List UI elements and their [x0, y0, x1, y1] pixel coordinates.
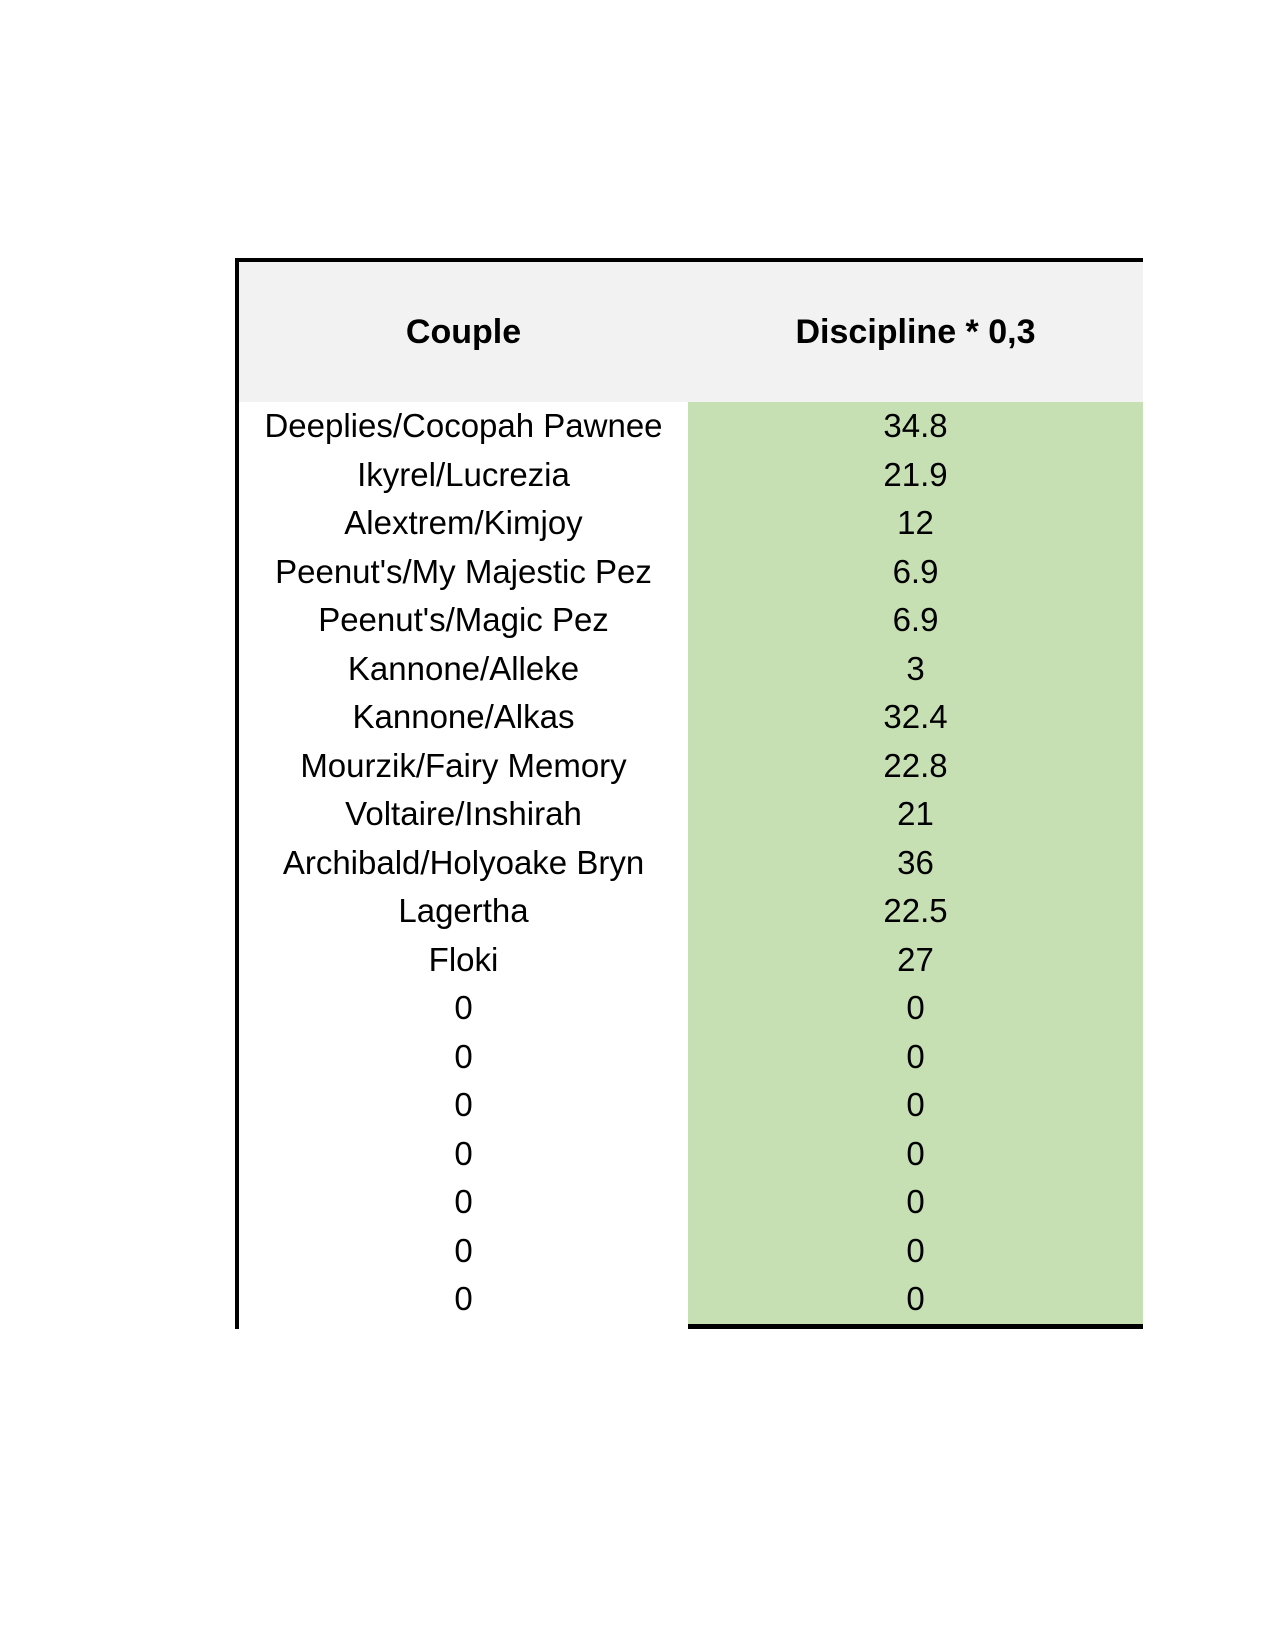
table-row: Archibald/Holyoake Bryn 36	[239, 838, 1143, 887]
table-header-row: Couple Discipline * 0,3	[239, 262, 1143, 402]
table-row: Peenut's/My Majestic Pez 6.9	[239, 547, 1143, 596]
column-header-couple: Couple	[405, 312, 522, 351]
table-row: 0 0	[239, 1081, 1143, 1130]
discipline-value-cell: 21	[688, 790, 1143, 839]
couple-cell: 0	[454, 1134, 473, 1172]
table-row: Deeplies/Cocopah Pawnee 34.8	[239, 402, 1143, 451]
table-row: Kannone/Alkas 32.4	[239, 693, 1143, 742]
discipline-value-cell: 32.4	[688, 693, 1143, 742]
couple-cell: 0	[454, 1086, 473, 1124]
table-row: Mourzik/Fairy Memory 22.8	[239, 741, 1143, 790]
couple-cell: Voltaire/Inshirah	[345, 795, 582, 833]
discipline-value-cell: 21.9	[688, 450, 1143, 499]
discipline-value-cell: 6.9	[688, 596, 1143, 645]
discipline-value-cell: 0	[688, 1129, 1143, 1178]
couple-cell: Alextrem/Kimjoy	[344, 504, 583, 542]
table-row: Voltaire/Inshirah 21	[239, 790, 1143, 839]
couple-cell: 0	[454, 1231, 473, 1269]
table-row: Ikyrel/Lucrezia 21.9	[239, 450, 1143, 499]
couple-cell: Kannone/Alleke	[347, 649, 580, 687]
results-table: Couple Discipline * 0,3 Deeplies/Cocopah…	[235, 258, 1143, 1329]
table-row: 0 0	[239, 1178, 1143, 1227]
couple-cell: Floki	[428, 940, 499, 978]
discipline-value-cell: 6.9	[688, 547, 1143, 596]
table-row: Kannone/Alleke 3	[239, 644, 1143, 693]
discipline-value-cell: 22.5	[688, 887, 1143, 936]
couple-cell: Peenut's/My Majestic Pez	[275, 552, 652, 590]
discipline-value-cell: 0	[688, 984, 1143, 1033]
discipline-value-cell: 3	[688, 644, 1143, 693]
couple-cell: Deeplies/Cocopah Pawnee	[264, 407, 663, 445]
table-row: Lagertha 22.5	[239, 887, 1143, 936]
couple-cell: Lagertha	[398, 892, 529, 930]
table-bottom-border	[688, 1323, 1143, 1329]
couple-cell: Kannone/Alkas	[352, 698, 575, 736]
couple-cell: Ikyrel/Lucrezia	[357, 455, 570, 493]
table-row: Peenut's/Magic Pez 6.9	[239, 596, 1143, 645]
discipline-value-cell: 0	[688, 1032, 1143, 1081]
couple-cell: 0	[454, 1037, 473, 1075]
couple-cell: 0	[454, 1280, 473, 1318]
discipline-value-cell: 36	[688, 838, 1143, 887]
discipline-value-cell: 0	[688, 1226, 1143, 1275]
discipline-value-cell: 12	[688, 499, 1143, 548]
table-body: Deeplies/Cocopah Pawnee 34.8 Ikyrel/Lucr…	[239, 402, 1143, 1324]
table-row: 0 0	[239, 1129, 1143, 1178]
table-row: 0 0	[239, 1226, 1143, 1275]
table-row: 0 0	[239, 1275, 1143, 1324]
discipline-value-cell: 0	[688, 1275, 1143, 1324]
discipline-value-cell: 27	[688, 935, 1143, 984]
discipline-value-cell: 34.8	[688, 402, 1143, 451]
table-row: 0 0	[239, 984, 1143, 1033]
discipline-value-cell: 0	[688, 1081, 1143, 1130]
couple-cell: 0	[454, 1183, 473, 1221]
discipline-value-cell: 22.8	[688, 741, 1143, 790]
couple-cell: Mourzik/Fairy Memory	[300, 746, 627, 784]
table-row: 0 0	[239, 1032, 1143, 1081]
column-header-discipline: Discipline * 0,3	[795, 312, 1036, 351]
couple-cell: Archibald/Holyoake Bryn	[282, 843, 645, 881]
couple-cell: 0	[454, 989, 473, 1027]
discipline-value-cell: 0	[688, 1178, 1143, 1227]
table-row: Floki 27	[239, 935, 1143, 984]
couple-cell: Peenut's/Magic Pez	[318, 601, 609, 639]
table-row: Alextrem/Kimjoy 12	[239, 499, 1143, 548]
